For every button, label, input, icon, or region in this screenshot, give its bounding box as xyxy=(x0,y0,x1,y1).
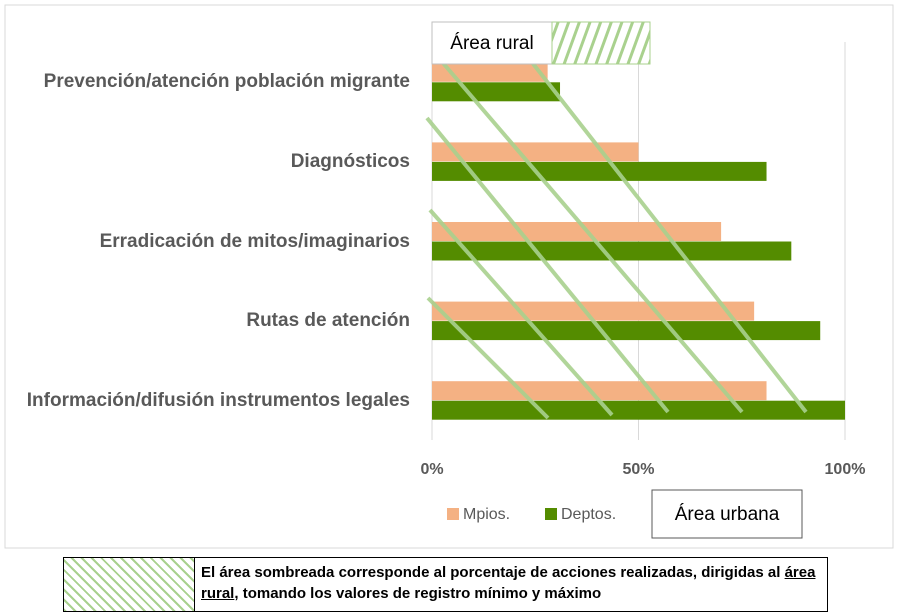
bar xyxy=(432,400,845,420)
category-label: Información/difusión instrumentos legale… xyxy=(26,389,410,411)
category-label: Rutas de atención xyxy=(246,310,410,332)
x-tick-label: 50% xyxy=(622,461,654,478)
rural-label-box xyxy=(431,21,553,65)
bar xyxy=(432,241,792,261)
category-label: Prevención/atención población migrante xyxy=(43,71,410,93)
rural-hatch xyxy=(425,54,808,420)
bar xyxy=(432,82,561,102)
urban-label: Área urbana xyxy=(675,504,780,525)
x-tick-label: 0% xyxy=(420,461,443,478)
footer-box: El área sombreada corresponde al porcent… xyxy=(63,557,828,612)
urban-label-box xyxy=(651,489,803,539)
rural-label: Área rural xyxy=(450,33,533,54)
footer-hatch xyxy=(64,558,195,611)
rural-swatch xyxy=(551,21,651,65)
footer-part: , tomando los valores de registro mínimo… xyxy=(234,585,602,602)
bar xyxy=(432,222,722,241)
legend-swatch xyxy=(545,508,557,520)
bar xyxy=(432,161,767,181)
footer-part: El área sombreada corresponde al porcent… xyxy=(201,564,785,581)
bar xyxy=(432,142,639,162)
legend-swatch xyxy=(447,508,459,520)
category-label: Diagnósticos xyxy=(290,150,410,172)
bar xyxy=(432,301,755,321)
legend-label: Deptos. xyxy=(561,506,616,523)
bar xyxy=(432,321,821,341)
legend-label: Mpios. xyxy=(463,506,510,523)
footer-text: El área sombreada corresponde al porcent… xyxy=(201,562,821,604)
category-label: Erradicación de mitos/imaginarios xyxy=(99,230,410,252)
bar xyxy=(432,62,548,82)
x-tick-label: 100% xyxy=(825,461,866,478)
footer-underlined: área rural xyxy=(201,564,816,602)
